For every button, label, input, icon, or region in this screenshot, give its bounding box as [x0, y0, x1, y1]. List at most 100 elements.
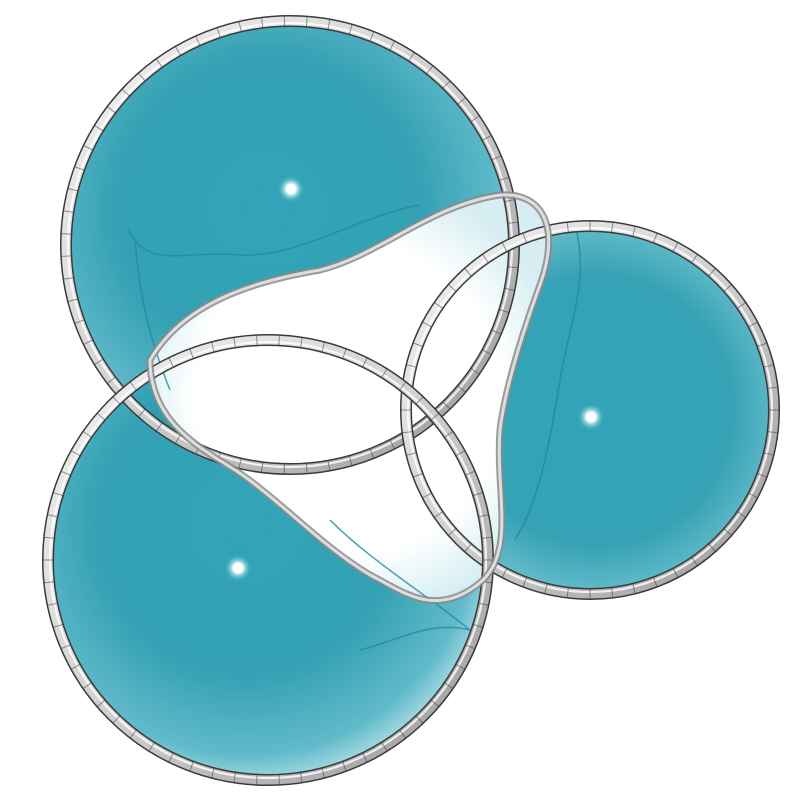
- wire-tick: [426, 415, 434, 425]
- wire-tick: [544, 583, 548, 594]
- wire-tick: [465, 644, 475, 650]
- specular-highlights: [224, 175, 605, 582]
- wire-tick: [748, 492, 758, 499]
- wire-tick: [767, 386, 778, 389]
- wire-tick: [504, 287, 515, 291]
- wire-tick: [708, 543, 716, 552]
- wire-tick: [482, 254, 489, 263]
- wire-tick: [399, 729, 407, 739]
- wire-tick: [107, 106, 116, 114]
- wire-tick: [238, 458, 242, 469]
- wire-tick: [61, 255, 72, 257]
- wire-tick: [256, 774, 258, 785]
- wire-tick: [482, 135, 492, 141]
- wire-tick: [442, 80, 451, 89]
- wire-tick: [408, 52, 415, 62]
- wire-tick: [708, 268, 716, 277]
- wire-tick: [71, 450, 81, 457]
- wire-tick: [737, 302, 746, 309]
- wire-tick: [129, 729, 137, 739]
- wire-tick: [195, 36, 201, 46]
- wire-tick: [74, 319, 85, 324]
- wire-tick: [457, 385, 466, 393]
- wire-tick: [67, 298, 78, 302]
- wire-tick: [457, 97, 466, 105]
- wire-tick: [233, 337, 236, 348]
- wire-tick: [47, 602, 58, 606]
- wire-tick: [415, 396, 424, 405]
- wire-tick: [74, 166, 85, 171]
- wire-tick: [723, 528, 732, 536]
- wire-tick: [96, 699, 106, 707]
- wire-tick: [455, 663, 465, 670]
- wire-tick: [321, 342, 325, 353]
- wire-tick: [767, 431, 778, 434]
- wire-tick: [491, 329, 502, 335]
- wire-tick: [413, 342, 423, 347]
- wire-tick: [653, 577, 658, 587]
- wire-tick: [83, 145, 93, 151]
- wire-tick: [504, 199, 515, 203]
- wire-tick: [44, 536, 55, 539]
- wire-tick: [402, 431, 413, 434]
- inner-wire: [148, 193, 551, 603]
- wire-tick: [278, 335, 280, 346]
- wire-tick: [757, 473, 767, 478]
- wire-tick: [737, 511, 746, 518]
- wire-tick: [448, 528, 457, 536]
- wire-tick: [305, 463, 308, 474]
- wire-tick: [94, 358, 104, 365]
- wire-tick: [256, 335, 258, 346]
- film-crease: [127, 204, 421, 257]
- wire-tick: [422, 492, 432, 499]
- wire-tick: [233, 772, 236, 783]
- specular-highlight-core: [586, 412, 596, 422]
- wire-tick: [53, 623, 64, 628]
- wire-tick: [691, 254, 698, 263]
- wire-tick: [381, 368, 388, 378]
- wire-tick: [44, 581, 55, 584]
- wire-tick: [189, 761, 194, 772]
- wire-tick: [83, 431, 92, 438]
- wire-tick: [67, 188, 78, 192]
- wire-tick: [499, 177, 509, 181]
- wire-tick: [501, 568, 508, 578]
- wire-tick: [211, 342, 215, 353]
- wire-tick: [491, 155, 502, 161]
- wire-tick: [348, 455, 353, 466]
- wire-tick: [406, 364, 417, 368]
- wire-tick: [96, 413, 106, 421]
- wire-tick: [406, 452, 417, 456]
- wire-tick: [470, 367, 480, 375]
- wire-tick: [464, 543, 472, 552]
- wire-tick: [342, 761, 347, 772]
- wire-tick: [507, 266, 518, 269]
- wire-tick: [83, 682, 92, 689]
- wire-tick: [61, 644, 71, 650]
- wire-tick: [434, 511, 443, 518]
- wire-tick: [348, 24, 353, 35]
- wire-tick: [112, 715, 121, 724]
- wire-tick: [175, 434, 181, 444]
- specular-highlight-core: [286, 184, 296, 194]
- wire-tick: [168, 752, 174, 763]
- wire-tick: [342, 348, 347, 359]
- wire-tick: [465, 470, 475, 476]
- wire-tick: [611, 222, 614, 233]
- wire-tick: [763, 364, 774, 368]
- wire-tick: [148, 742, 155, 752]
- wire-tick: [261, 17, 264, 28]
- wire-tick: [501, 242, 508, 252]
- wire-tick: [155, 58, 163, 68]
- specular-highlight-core: [233, 563, 243, 573]
- wire-tick: [63, 210, 74, 213]
- film-crease: [329, 519, 471, 651]
- wire-tick: [112, 396, 121, 405]
- wire-tick: [138, 408, 146, 418]
- wire-tick: [369, 448, 375, 459]
- wire-tick: [672, 242, 679, 252]
- wire-tick: [632, 226, 636, 237]
- wire-tick: [434, 302, 443, 309]
- wire-tick: [442, 401, 451, 410]
- wire-tick: [305, 16, 308, 27]
